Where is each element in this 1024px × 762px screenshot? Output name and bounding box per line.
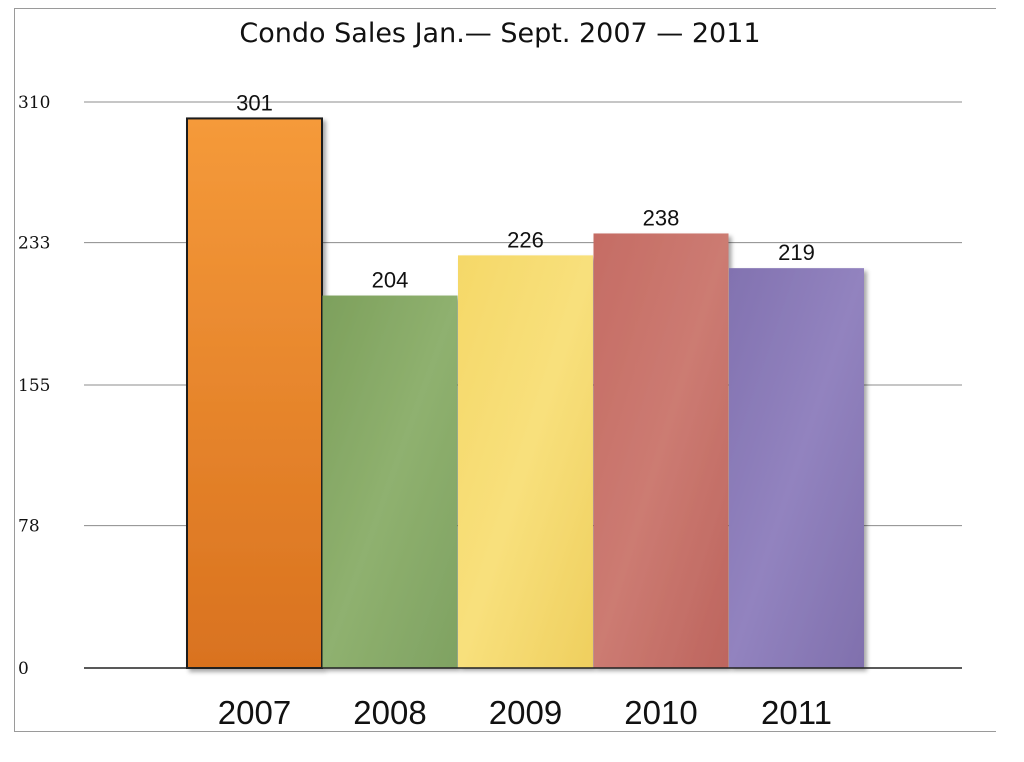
chart-frame: [14, 8, 996, 732]
x-tick-label-2011: 2011: [761, 694, 832, 731]
y-tick-label-233: 233: [18, 234, 50, 254]
bar-2011: [729, 268, 864, 668]
y-tick-label-155: 155: [18, 376, 50, 396]
y-tick-label-0: 0: [18, 659, 29, 679]
y-tick-label-310: 310: [18, 93, 50, 113]
x-tick-label-2009: 2009: [489, 694, 562, 731]
data-label-2010: 238: [643, 205, 680, 230]
x-tick-label-2007: 2007: [218, 694, 291, 731]
bar-2007: [186, 117, 323, 670]
x-tick-label-2008: 2008: [353, 694, 426, 731]
y-axis-ticks: 0 78 155 233 310: [18, 93, 50, 679]
x-tick-label-2010: 2010: [624, 694, 697, 731]
bar-2009: [458, 255, 593, 668]
data-label-2011: 219: [778, 240, 815, 265]
bar-2010: [593, 233, 729, 668]
bars: 301 204 226 238 219: [186, 90, 864, 670]
bar-2008: [322, 295, 458, 668]
x-axis-ticks: 2007 2008 2009 2010 2011: [218, 694, 832, 731]
data-label-2009: 226: [507, 227, 544, 252]
y-tick-label-78: 78: [18, 517, 40, 537]
chart-title: Condo Sales Jan.— Sept. 2007 — 2011: [239, 18, 761, 49]
data-label-2008: 204: [372, 268, 409, 293]
data-label-2007: 301: [236, 90, 273, 115]
